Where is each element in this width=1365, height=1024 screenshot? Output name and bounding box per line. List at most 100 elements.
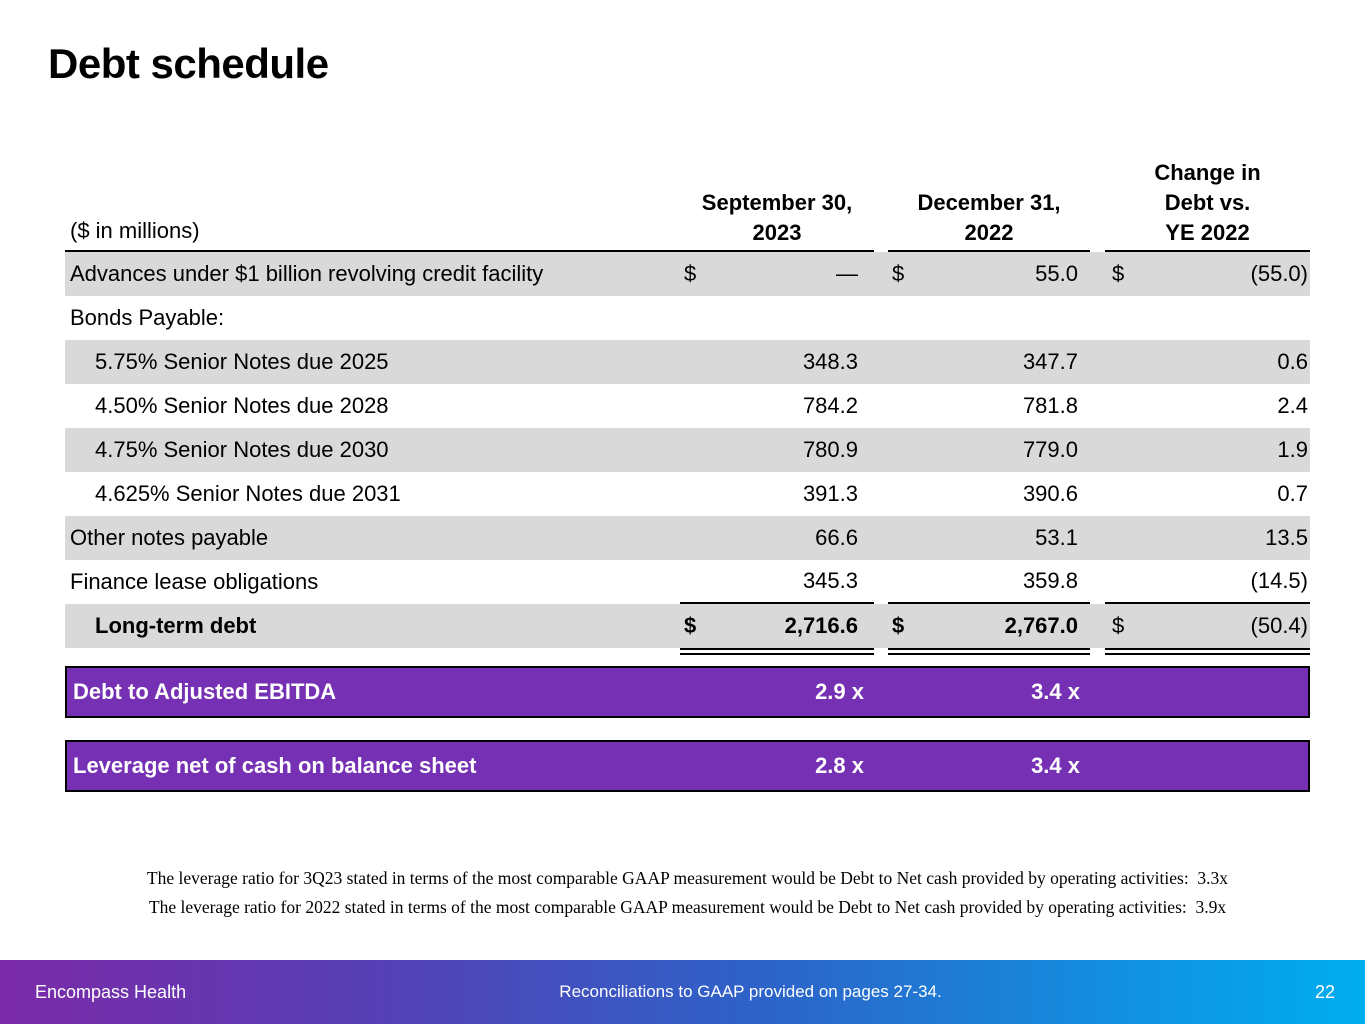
ratio-value-dec-2022: 3.4 x	[1031, 753, 1080, 778]
column-spacer	[1090, 384, 1105, 428]
table-row-notes-2028: 4.50% Senior Notes due 2028 784.2 781.8 …	[65, 384, 1310, 428]
column-spacer	[672, 604, 680, 648]
value-dec-2022: $55.0	[888, 252, 1090, 296]
value-sep-2023: 780.9	[802, 437, 858, 462]
currency-symbol: $	[684, 261, 697, 286]
value-change: 0.6	[1277, 349, 1308, 374]
column-header-line: 2022	[964, 220, 1014, 245]
value-sep-2023: 784.2	[802, 393, 858, 418]
column-header-september-2023: September 30, 2023	[680, 188, 874, 252]
row-label: 4.50% Senior Notes due 2028	[95, 393, 389, 418]
column-spacer	[1090, 604, 1105, 648]
value-sep-2023: $ —	[680, 252, 874, 296]
column-spacer	[874, 604, 888, 648]
column-spacer	[672, 472, 680, 516]
footer-bar: Encompass Health Reconciliations to GAAP…	[0, 960, 1365, 1024]
value-dec-2022	[888, 296, 1090, 340]
column-spacer	[874, 296, 888, 340]
column-header-change-in-debt: Change in Debt vs. YE 2022	[1105, 158, 1310, 252]
column-spacer	[874, 428, 888, 472]
value-dec-2022: 359.8	[888, 560, 1090, 604]
table-row-advances: Advances under $1 billion revolving cred…	[65, 252, 1310, 296]
column-spacer	[874, 384, 888, 428]
ratio-bar-debt-to-adjusted-ebitda: Debt to Adjusted EBITDA 2.9 x 3.4 x	[65, 666, 1310, 718]
column-spacer	[1090, 428, 1105, 472]
currency-symbol: $	[892, 613, 905, 638]
column-spacer	[672, 560, 680, 604]
page-title: Debt schedule	[48, 40, 329, 87]
row-label: Long-term debt	[95, 613, 257, 638]
currency-symbol: $	[1112, 613, 1125, 638]
value-dec-2022: $2,767.0	[888, 604, 1090, 648]
column-spacer	[672, 384, 680, 428]
table-header-row: ($ in millions) September 30, 2023 Decem…	[65, 150, 1310, 252]
table-row-other-notes: Other notes payable 66.6 53.1 13.5	[65, 516, 1310, 560]
column-header-line: Debt vs.	[1164, 190, 1251, 215]
header-rule	[65, 250, 874, 252]
value-change: 1.9	[1277, 437, 1308, 462]
row-label: Finance lease obligations	[70, 569, 319, 594]
currency-symbol: $	[1112, 261, 1125, 286]
column-spacer	[874, 560, 888, 604]
column-spacer	[1090, 296, 1105, 340]
row-label: 4.75% Senior Notes due 2030	[95, 437, 389, 462]
value-change: $ (55.0)	[1105, 252, 1310, 296]
footer-page-number: 22	[1314, 981, 1335, 1002]
column-spacer	[672, 340, 680, 384]
column-spacer	[672, 516, 680, 560]
value-sep-2023: 391.3	[802, 481, 858, 506]
value-change: $ (50.4)	[1105, 604, 1310, 648]
column-spacer	[672, 428, 680, 472]
ratio-value-sep-2023: 2.8 x	[815, 753, 864, 778]
value-dec-2022: 347.7	[1022, 349, 1078, 374]
column-spacer	[1090, 560, 1105, 604]
total-double-rule	[1105, 648, 1310, 655]
column-header-line: 2023	[752, 220, 802, 245]
column-spacer	[874, 472, 888, 516]
total-double-rule	[888, 648, 1090, 655]
ratio-bar-label: Leverage net of cash on balance sheet	[73, 753, 477, 778]
value-sep-2023: 345.3	[680, 560, 874, 604]
column-spacer	[1090, 516, 1105, 560]
table-row-notes-2025: 5.75% Senior Notes due 2025 348.3 347.7 …	[65, 340, 1310, 384]
column-spacer	[874, 340, 888, 384]
value-dec-2022: 53.1	[1035, 525, 1078, 550]
column-spacer	[672, 252, 680, 296]
value-sep-2023: $2,716.6	[680, 604, 874, 648]
column-header-line: Change in	[1154, 160, 1261, 185]
currency-symbol: $	[892, 261, 905, 286]
column-spacer	[1090, 252, 1105, 296]
value-dec-2022: 781.8	[1022, 393, 1078, 418]
value-dec-2022: 390.6	[1022, 481, 1078, 506]
footnote-2022: The leverage ratio for 2022 stated in te…	[148, 897, 1227, 917]
ratio-value-sep-2023: 2.9 x	[815, 679, 864, 704]
value-dec-2022: 779.0	[1022, 437, 1078, 462]
footnote-3q23: The leverage ratio for 3Q23 stated in te…	[146, 868, 1229, 888]
header-rule	[1105, 250, 1310, 252]
column-spacer	[874, 516, 888, 560]
value-change: 2.4	[1277, 393, 1308, 418]
value-change	[1105, 296, 1310, 340]
table-row-bonds-payable: Bonds Payable:	[65, 296, 1310, 340]
column-header-line: December 31,	[917, 190, 1061, 215]
row-label: 5.75% Senior Notes due 2025	[95, 349, 389, 374]
column-header-december-2022: December 31, 2022	[888, 188, 1090, 252]
table-row-notes-2031: 4.625% Senior Notes due 2031 391.3 390.6…	[65, 472, 1310, 516]
column-spacer	[1090, 472, 1105, 516]
value-change: (14.5)	[1105, 560, 1310, 604]
header-rule	[888, 250, 1090, 252]
column-header-line: YE 2022	[1165, 220, 1250, 245]
row-label: 4.625% Senior Notes due 2031	[95, 481, 401, 506]
table-row-finance-leases: Finance lease obligations 345.3 359.8 (1…	[65, 560, 1310, 604]
table-row-notes-2030: 4.75% Senior Notes due 2030 780.9 779.0 …	[65, 428, 1310, 472]
value-change: 0.7	[1277, 481, 1308, 506]
total-double-rule	[680, 648, 874, 655]
value-sep-2023: 66.6	[815, 525, 858, 550]
row-label: Other notes payable	[70, 525, 269, 550]
footnotes: The leverage ratio for 3Q23 stated in te…	[65, 868, 1310, 926]
value-sep-2023	[680, 296, 874, 340]
row-label: Bonds Payable:	[70, 305, 225, 330]
ratio-value-dec-2022: 3.4 x	[1031, 679, 1080, 704]
value-sep-2023: 348.3	[802, 349, 858, 374]
